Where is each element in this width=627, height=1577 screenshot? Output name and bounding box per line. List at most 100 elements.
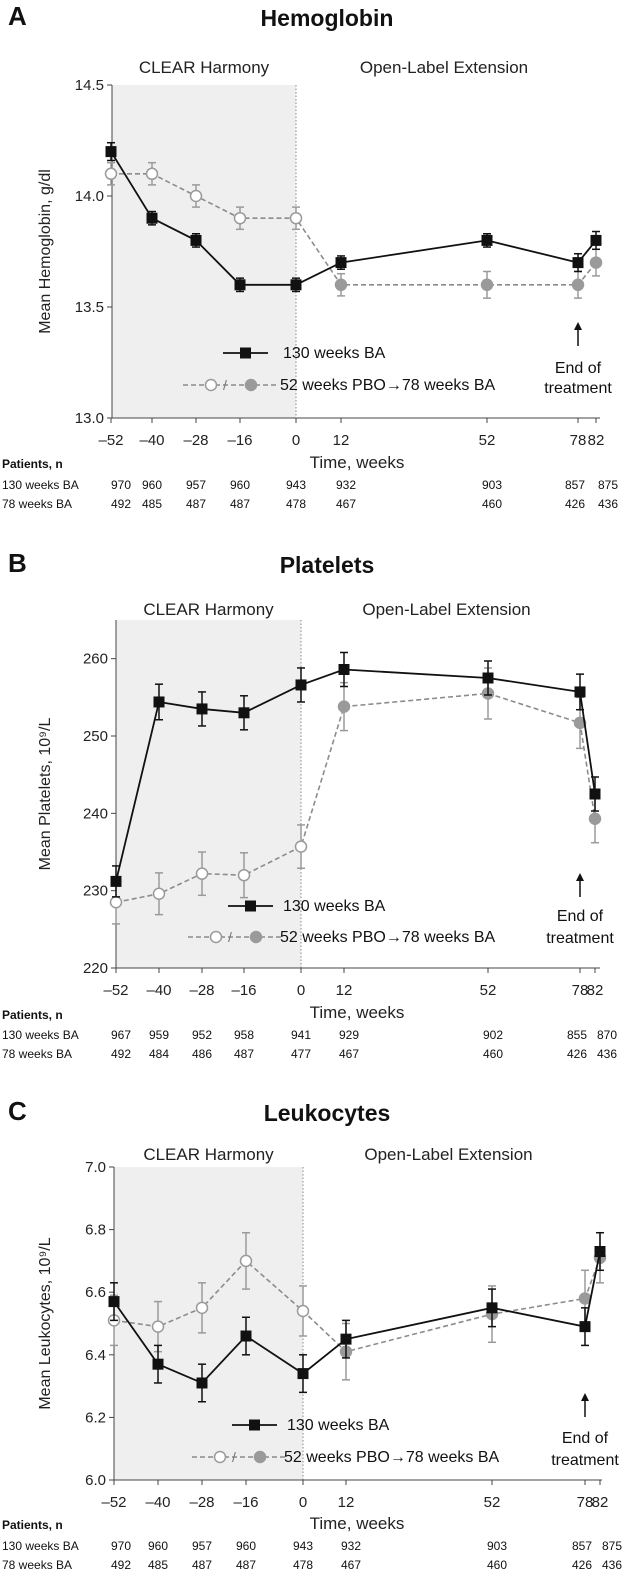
y-tick-label: 6.0 [85,1472,106,1489]
legend-label-130-weeks-ba: 130 weeks BA [287,1417,390,1434]
x-axis-label: Time, weeks [310,1514,405,1533]
x-tick-label: –40 [146,982,171,999]
patients-count: 467 [339,1047,359,1061]
data-point-pbo-ba [289,211,303,225]
patients-count: 477 [291,1047,311,1061]
y-tick-label: 260 [83,651,108,668]
x-tick-label: –28 [183,432,208,449]
patients-count: 967 [111,1028,131,1042]
data-point-pbo-ba [589,256,603,269]
patients-count: 958 [234,1028,254,1042]
legend-separator: / [232,1449,236,1465]
patients-count: 487 [230,497,250,511]
data-point-pbo-ba [588,812,602,825]
x-tick-label: 52 [479,432,496,449]
data-point-pbo-ba [239,1254,253,1268]
patients-count: 902 [483,1028,503,1042]
data-point-130-weeks-ba [290,279,302,291]
data-point-pbo-ba [237,868,251,882]
annotation-treatment: treatment [546,930,614,947]
data-point-pbo-ba [334,278,348,292]
data-point-pbo-ba [337,700,351,713]
x-tick-label: 78 [572,982,589,999]
patients-count: 492 [111,1558,131,1572]
chart-title: Leukocytes [264,1100,391,1126]
patients-count: 485 [142,497,162,511]
y-tick-label: 6.2 [85,1409,106,1426]
legend-separator: / [223,377,227,393]
x-tick-label: 12 [336,982,353,999]
patients-count: 478 [293,1558,313,1572]
patients-row-label: 78 weeks BA [2,1047,72,1061]
patients-count: 487 [236,1558,256,1572]
data-point-pbo-ba [151,1320,165,1333]
legend-label-pbo-ba: 52 weeks PBO→78 weeks BA [280,377,496,394]
x-axis-label: Time, weeks [310,1003,405,1022]
patients-count: 426 [565,497,585,511]
y-tick-label: 6.8 [85,1222,106,1239]
data-point-130-weeks-ba [481,234,493,246]
chart-title: Platelets [280,552,375,578]
x-tick-label: 12 [333,432,350,449]
y-tick-label: 13.5 [75,299,104,316]
phase-shading [116,620,301,968]
y-tick-label: 13.0 [75,410,104,427]
data-point-pbo-ba [109,896,123,909]
y-tick-label: 14.5 [75,77,104,94]
y-tick-label: 250 [83,728,108,745]
x-tick-label: 82 [588,432,605,449]
data-point-pbo-ba [189,189,203,203]
annotation-end-of: End of [555,360,602,377]
phase-shading [112,85,296,418]
legend-label-130-weeks-ba: 130 weeks BA [283,345,386,362]
patients-count: 460 [483,1047,503,1061]
patients-count: 943 [286,478,306,492]
data-point-130-weeks-ba [153,696,165,708]
legend-marker-open [209,930,223,944]
patients-count: 903 [482,478,502,492]
legend-marker-130-weeks-ba [240,347,251,359]
legend-label-pbo-ba: 52 weeks PBO→78 weeks BA [280,929,496,946]
data-point-pbo-ba [104,167,118,181]
x-axis-label: Time, weeks [310,453,405,472]
x-tick-label: 82 [592,1494,609,1511]
data-point-130-weeks-ba [482,672,494,684]
x-tick-label: –40 [145,1494,170,1511]
phase-label-left: CLEAR Harmony [143,600,274,619]
patients-count: 960 [148,1539,168,1553]
patients-count: 960 [230,478,250,492]
y-tick-label: 220 [83,960,108,977]
patients-count: 932 [341,1539,361,1553]
data-point-130-weeks-ba [238,707,250,719]
x-tick-label: –16 [233,1494,258,1511]
data-point-130-weeks-ba [196,1377,208,1389]
x-tick-label: 52 [484,1494,501,1511]
y-tick-label: 240 [83,805,108,822]
data-point-pbo-ba [195,867,209,880]
x-tick-label: –52 [98,432,123,449]
patients-count: 484 [149,1047,169,1061]
legend-marker-130-weeks-ba [245,900,256,912]
y-tick-label: 230 [83,883,108,900]
x-tick-label: 0 [299,1494,307,1511]
data-point-130-weeks-ba [590,234,602,246]
data-point-130-weeks-ba [196,703,208,715]
x-tick-label: 82 [587,982,604,999]
patients-count: 460 [482,497,502,511]
annotation-end-of: End of [562,1430,609,1447]
phase-label-left: CLEAR Harmony [143,1145,274,1164]
data-point-130-weeks-ba [594,1246,606,1258]
data-point-130-weeks-ba [152,1358,164,1370]
data-point-130-weeks-ba [240,1330,252,1342]
phase-label-right: Open-Label Extension [362,600,530,619]
patients-header: Patients, n [2,457,63,471]
patients-count: 960 [236,1539,256,1553]
data-point-130-weeks-ba [340,1333,352,1345]
patients-count: 492 [111,1047,131,1061]
patients-count: 436 [602,1558,622,1572]
legend-label-pbo-ba: 52 weeks PBO→78 weeks BA [284,1449,500,1466]
data-point-130-weeks-ba [589,788,601,800]
data-point-130-weeks-ba [579,1321,591,1333]
